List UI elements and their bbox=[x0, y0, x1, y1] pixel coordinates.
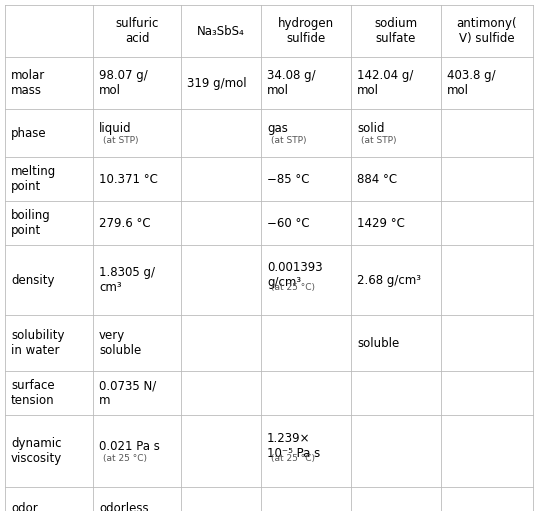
Text: Na₃SbS₄: Na₃SbS₄ bbox=[197, 25, 245, 37]
Text: 0.001393
g/cm³: 0.001393 g/cm³ bbox=[267, 261, 323, 289]
Text: (at 25 °C): (at 25 °C) bbox=[103, 453, 147, 462]
Text: antimony(
V) sulfide: antimony( V) sulfide bbox=[457, 17, 517, 45]
Text: 2.68 g/cm³: 2.68 g/cm³ bbox=[357, 273, 421, 287]
Text: gas: gas bbox=[267, 122, 288, 134]
Text: odor: odor bbox=[11, 502, 38, 511]
Text: 0.0735 N/
m: 0.0735 N/ m bbox=[99, 379, 156, 407]
Text: 279.6 °C: 279.6 °C bbox=[99, 217, 150, 229]
Text: 0.021 Pa s: 0.021 Pa s bbox=[99, 439, 160, 453]
Text: (at STP): (at STP) bbox=[271, 135, 306, 145]
Text: −60 °C: −60 °C bbox=[267, 217, 310, 229]
Text: very
soluble: very soluble bbox=[99, 329, 141, 357]
Text: (at 25 °C): (at 25 °C) bbox=[271, 283, 315, 291]
Text: density: density bbox=[11, 273, 54, 287]
Text: liquid: liquid bbox=[99, 122, 132, 134]
Text: (at 25 °C): (at 25 °C) bbox=[271, 453, 315, 462]
Text: 884 °C: 884 °C bbox=[357, 173, 397, 185]
Text: phase: phase bbox=[11, 127, 47, 140]
Text: (at STP): (at STP) bbox=[103, 135, 138, 145]
Text: 34.08 g/
mol: 34.08 g/ mol bbox=[267, 69, 316, 97]
Text: solubility
in water: solubility in water bbox=[11, 329, 64, 357]
Text: 142.04 g/
mol: 142.04 g/ mol bbox=[357, 69, 413, 97]
Text: 10.371 °C: 10.371 °C bbox=[99, 173, 158, 185]
Text: 403.8 g/
mol: 403.8 g/ mol bbox=[447, 69, 495, 97]
Text: melting
point: melting point bbox=[11, 165, 56, 193]
Text: 1429 °C: 1429 °C bbox=[357, 217, 405, 229]
Text: 1.239×
10⁻⁵ Pa s: 1.239× 10⁻⁵ Pa s bbox=[267, 432, 320, 460]
Text: surface
tension: surface tension bbox=[11, 379, 54, 407]
Text: boiling
point: boiling point bbox=[11, 209, 51, 237]
Text: odorless: odorless bbox=[99, 502, 149, 511]
Text: 1.8305 g/
cm³: 1.8305 g/ cm³ bbox=[99, 266, 155, 294]
Text: −85 °C: −85 °C bbox=[267, 173, 310, 185]
Text: solid: solid bbox=[357, 122, 385, 134]
Text: 98.07 g/
mol: 98.07 g/ mol bbox=[99, 69, 148, 97]
Text: 319 g/mol: 319 g/mol bbox=[187, 77, 247, 89]
Text: soluble: soluble bbox=[357, 337, 399, 350]
Text: sulfuric
acid: sulfuric acid bbox=[116, 17, 159, 45]
Text: (at STP): (at STP) bbox=[361, 135, 397, 145]
Text: sodium
sulfate: sodium sulfate bbox=[374, 17, 417, 45]
Text: dynamic
viscosity: dynamic viscosity bbox=[11, 437, 62, 465]
Text: molar
mass: molar mass bbox=[11, 69, 45, 97]
Text: hydrogen
sulfide: hydrogen sulfide bbox=[278, 17, 334, 45]
